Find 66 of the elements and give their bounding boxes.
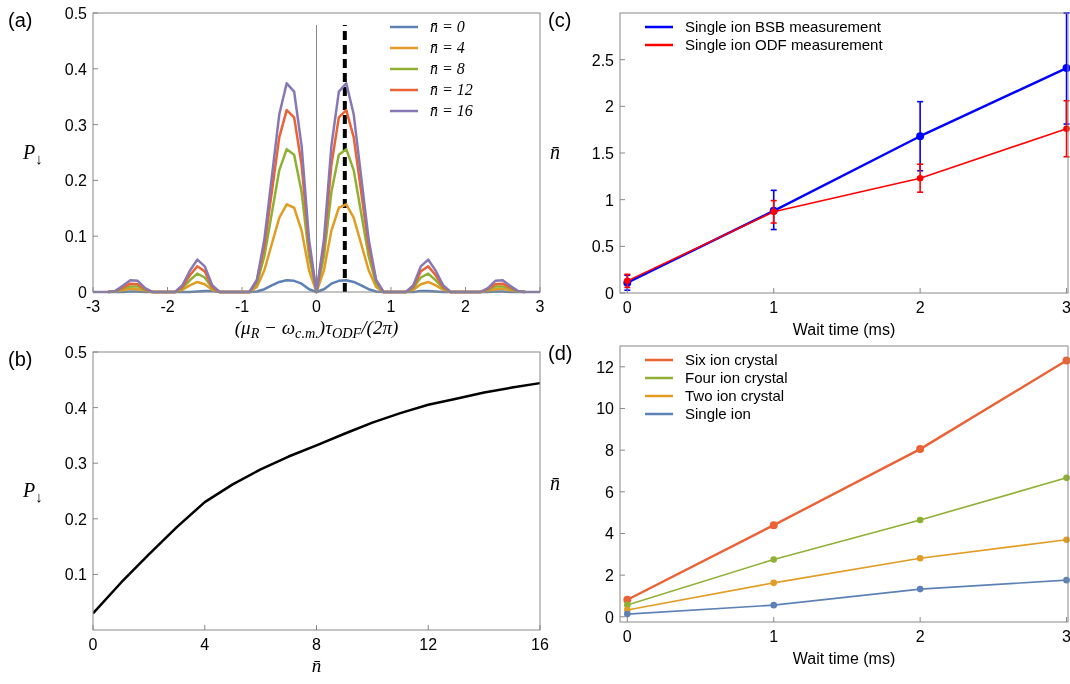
x-tick-label: 0 [622,299,632,316]
chart-title: (a) [8,9,33,31]
y-tick-label: 1 [605,191,615,209]
x-tick-label: 12 [419,636,438,653]
x-tick-label: -2 [160,298,175,315]
legend-label: n̄ = 8 [430,60,465,77]
y-tick-label: 0.4 [64,399,88,417]
x-tick-label: 4 [200,636,210,653]
chart-title: (d) [548,342,573,364]
x-axis-title: Wait time (ms) [792,321,896,338]
x-axis-title: (μ$_{R}$ − ω$_{c.m.}$)τ$_{ODF}$/(2π) [234,317,399,342]
y-tick-label: 10 [596,400,615,418]
x-tick-label: 1 [769,628,779,645]
legend-label: Single ion BSB measurement [685,18,882,35]
legend-label: Two ion crystal [685,387,785,404]
y-tick-label: 0 [605,608,615,626]
x-tick-label: 0 [622,628,632,645]
legend-label: n̄ = 12 [430,81,473,98]
y-tick-label: 2.5 [591,51,615,69]
y-tick-label: 0.1 [64,228,88,246]
chart-title: (b) [8,348,33,370]
x-tick-label: 8 [312,636,322,653]
legend-label: n̄ = 0 [430,18,465,35]
x-tick-label: 2 [915,299,925,316]
y-tick-label: 0.4 [64,60,88,78]
y-tick-label: 0.3 [64,116,88,134]
y-tick-label: 2 [605,98,615,116]
y-tick-label: 8 [605,442,615,460]
y-axis-title: n̄ [550,472,560,494]
y-axis-title: P$_{↓}$ [22,140,43,166]
y-tick-label: 6 [605,483,615,501]
y-axis-title: P$_{↓}$ [22,479,43,505]
legend-label: n̄ = 4 [430,39,465,56]
y-tick-label: 0.5 [64,5,88,22]
x-tick-label: 3 [1062,299,1070,316]
x-tick-label: 0 [312,298,322,315]
y-tick-label: 0.5 [591,238,615,256]
x-tick-label: 2 [461,298,471,315]
y-tick-label: 12 [596,358,615,376]
legend-label: n̄ = 16 [430,102,473,119]
y-tick-label: 0.5 [64,344,88,361]
x-tick-label: 16 [531,636,549,653]
y-tick-label: 0.2 [64,172,88,190]
x-tick-label: 3 [1062,628,1070,645]
x-axis-title: Wait time (ms) [792,650,896,667]
y-tick-label: 0 [605,285,615,302]
x-tick-label: 3 [535,298,545,315]
chart-title: (c) [548,9,572,31]
legend-label: Single ion ODF measurement [685,36,884,53]
y-tick-label: 0.2 [64,510,88,528]
x-tick-label: -3 [85,298,101,315]
y-axis-title: n̄ [550,141,560,163]
x-tick-label: 1 [386,298,396,315]
y-tick-label: 0.1 [64,566,88,584]
legend-label: Single ion [685,405,751,422]
x-axis-title: n̄ [311,655,322,676]
y-tick-label: 4 [605,525,615,543]
y-tick-label: 2 [605,567,615,585]
legend-label: Four ion crystal [685,369,788,386]
legend-label: Six ion crystal [685,351,778,368]
x-tick-label: 1 [769,299,779,316]
x-tick-label: -1 [234,298,250,315]
y-tick-label: 1.5 [591,145,615,162]
y-tick-label: 0.3 [64,455,88,473]
y-tick-label: 0 [78,284,88,301]
x-tick-label: 2 [915,628,925,645]
